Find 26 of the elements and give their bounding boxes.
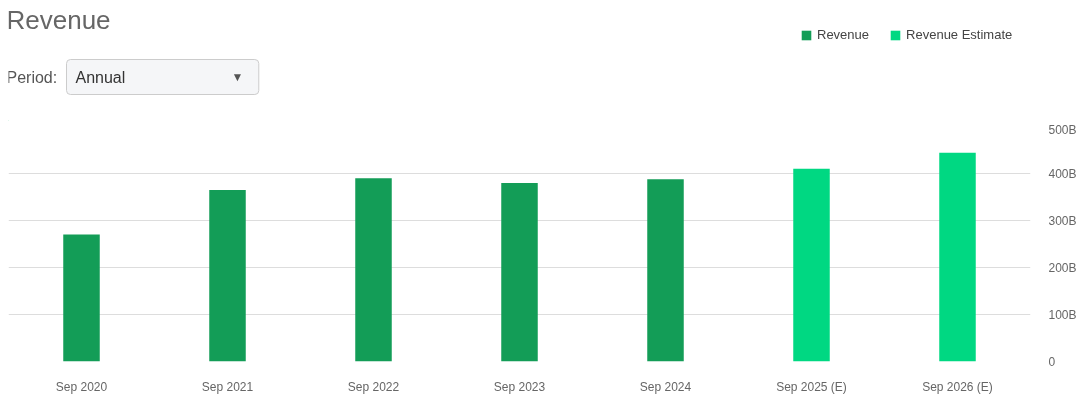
x-tick-label: Sep 2021	[201, 379, 254, 394]
y-tick-label: 400B	[1048, 166, 1077, 181]
legend-label: Revenue Estimate	[906, 27, 1013, 42]
x-tick-label: Sep 2020	[55, 379, 108, 394]
x-tick-label: Sep 2026 (E)	[922, 379, 993, 394]
bar	[63, 234, 100, 362]
y-tick-label: 100B	[1048, 307, 1077, 322]
bar	[209, 189, 246, 362]
bar	[355, 178, 392, 362]
bar	[501, 182, 538, 362]
legend-label: Revenue	[817, 27, 870, 42]
chart-title: Revenue	[6, 4, 111, 35]
y-tick-label: 0	[1048, 354, 1056, 369]
text: Annual	[75, 68, 126, 86]
bar	[647, 179, 684, 362]
x-tick-label: Sep 2022	[347, 379, 400, 394]
text: ▼	[231, 69, 244, 84]
bar	[939, 152, 976, 362]
y-tick-label: 500B	[1048, 122, 1077, 137]
x-tick-label: Sep 2023	[493, 379, 546, 394]
bar	[793, 168, 830, 362]
text: Period:	[6, 68, 58, 86]
y-tick-label: 200B	[1048, 260, 1077, 275]
y-tick-label: 300B	[1048, 213, 1077, 228]
x-tick-label: Sep 2024	[639, 379, 692, 394]
x-tick-label: Sep 2025 (E)	[776, 379, 847, 394]
